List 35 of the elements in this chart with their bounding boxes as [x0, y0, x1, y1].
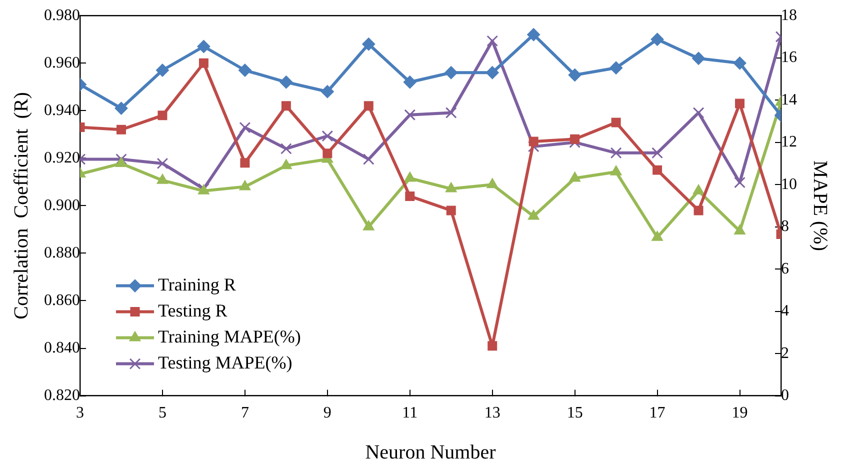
y2-tick-label: 10	[781, 176, 797, 193]
y-tick-label: 0.900	[44, 196, 80, 214]
x-axis-title: Neuron Number	[365, 441, 496, 464]
y2-tick-label: 16	[781, 49, 797, 66]
x-tick-label: 11	[402, 404, 418, 422]
y-tick-label: 0.980	[44, 6, 80, 24]
legend-label: Testing MAPE(%)	[158, 352, 292, 373]
x-tick-label: 17	[649, 404, 666, 422]
y-tick-label: 0.940	[44, 102, 80, 119]
x-tick-label: 19	[732, 404, 748, 422]
legend-label: Testing R	[158, 300, 228, 321]
y2-axis-title: MAPE (%)	[808, 160, 831, 251]
x-tick-label: 15	[566, 404, 583, 422]
y-tick-label: 0.880	[44, 244, 80, 262]
x-tick-label: 13	[484, 404, 500, 422]
y2-tick-label: 0	[781, 387, 789, 404]
y2-tick-label: 12	[781, 134, 797, 151]
y2-tick-label: 18	[781, 6, 797, 24]
x-tick-label: 3	[76, 404, 84, 422]
y-tick-label: 0.860	[44, 292, 80, 309]
x-tick-label: 5	[158, 404, 166, 422]
y2-tick-label: 4	[781, 302, 789, 320]
y-axis-title: Correlation Coefficient (R)	[10, 92, 32, 320]
legend-label: Training R	[158, 274, 236, 295]
y2-tick-label: 14	[781, 91, 797, 108]
y2-tick-label: 6	[781, 260, 789, 278]
y2-tick-label: 2	[781, 344, 789, 362]
y-tick-label: 0.820	[44, 387, 80, 404]
x-tick-label: 9	[323, 404, 332, 422]
y-tick-label: 0.960	[44, 54, 80, 72]
y-tick-label: 0.920	[44, 149, 80, 166]
x-tick-label: 7	[240, 404, 249, 422]
y2-tick-label: 8	[781, 218, 789, 236]
y-tick-label: 0.840	[44, 339, 80, 356]
legend-label: Training MAPE(%)	[158, 326, 301, 347]
